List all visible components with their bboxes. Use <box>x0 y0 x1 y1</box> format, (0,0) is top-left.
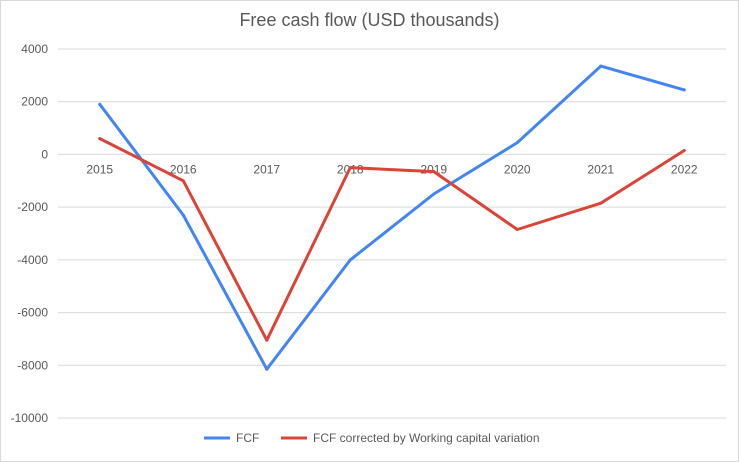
data-point <box>432 170 436 174</box>
data-point <box>98 102 102 106</box>
data-point <box>98 137 102 141</box>
y-tick-label: 0 <box>41 147 48 161</box>
y-tick-label: -2000 <box>17 200 48 214</box>
data-point <box>682 148 686 152</box>
x-tick-label: 2021 <box>587 162 614 176</box>
y-axis-ticks: 4000 2000 0 -2000 -4000 -6000 -8000 -10000 <box>11 42 49 425</box>
x-tick-label: 2022 <box>671 162 698 176</box>
y-tick-label: -10000 <box>11 411 49 425</box>
series-lines <box>98 64 686 371</box>
y-tick-label: 2000 <box>21 95 48 109</box>
data-point <box>348 166 352 170</box>
data-point <box>348 258 352 262</box>
y-tick-label: -4000 <box>17 253 48 267</box>
x-tick-label: 2019 <box>420 162 447 176</box>
series-line-1 <box>98 64 686 371</box>
y-tick-label: -6000 <box>17 306 48 320</box>
gridlines <box>58 48 726 419</box>
data-point <box>181 179 185 183</box>
legend: FCF FCF corrected by Working capital vari… <box>204 431 540 445</box>
data-point <box>682 88 686 92</box>
data-point <box>515 141 519 145</box>
series-line-2 <box>98 137 686 342</box>
y-tick-label: -8000 <box>17 358 48 372</box>
legend-label: FCF corrected by Working capital variati… <box>313 431 540 445</box>
data-point <box>265 338 269 342</box>
data-point <box>181 213 185 217</box>
x-tick-label: 2017 <box>253 162 280 176</box>
data-point <box>432 192 436 196</box>
data-point <box>265 367 269 371</box>
chart-title: Free cash flow (USD thousands) <box>239 10 500 30</box>
x-axis-ticks: 2015 2016 2017 2018 2019 2020 2021 2022 <box>86 162 698 176</box>
data-point <box>515 228 519 232</box>
data-point <box>599 64 603 68</box>
x-tick-label: 2015 <box>86 162 113 176</box>
legend-label: FCF <box>236 431 259 445</box>
data-point <box>599 201 603 205</box>
y-tick-label: 4000 <box>21 42 48 56</box>
x-tick-label: 2016 <box>170 162 197 176</box>
x-tick-label: 2020 <box>504 162 531 176</box>
